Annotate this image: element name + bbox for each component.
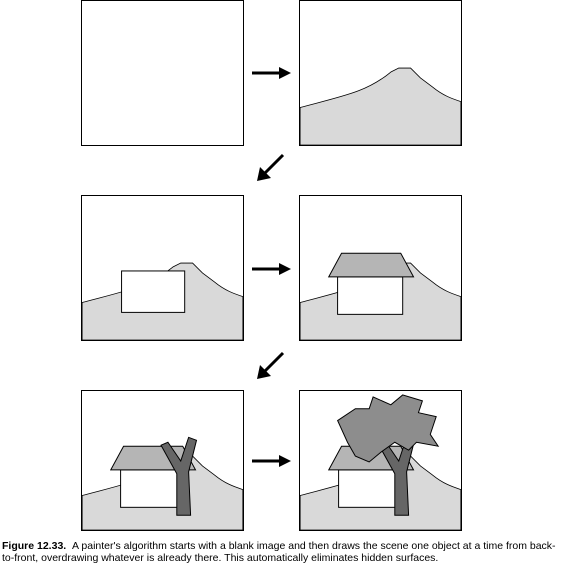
house-roof <box>327 252 415 278</box>
house-wall <box>338 469 405 508</box>
arrow-right-icon <box>252 455 291 467</box>
panel-step-3-wall <box>81 195 244 341</box>
tree-canopy <box>336 394 440 463</box>
panel-step-2-hill <box>299 0 462 146</box>
house-wall <box>337 276 404 315</box>
arrow-right-icon <box>252 67 291 79</box>
tree-trunk <box>160 436 198 516</box>
step-3-canvas <box>82 262 243 340</box>
arrow-down-left-icon <box>257 351 285 379</box>
step-4-canvas <box>300 252 461 340</box>
arrow-right-icon <box>252 263 291 275</box>
step-5-canvas <box>82 436 243 530</box>
house-wall <box>121 270 186 313</box>
panel-step-6-canopy <box>299 390 462 531</box>
panel-step-4-roof <box>299 195 462 341</box>
step-1-canvas <box>82 1 243 145</box>
figure-caption-text: A painter's algorithm starts with a blan… <box>2 540 556 564</box>
house-wall <box>120 469 187 508</box>
panel-step-5-tree-trunk <box>81 390 244 531</box>
tree-trunk <box>378 436 416 516</box>
figure-label: Figure 12.33. <box>2 540 67 552</box>
figure-caption: Figure 12.33. A painter's algorithm star… <box>2 540 557 564</box>
hill-shape <box>300 67 461 145</box>
arrow-down-left-icon <box>257 153 285 181</box>
painters-algorithm-diagram <box>81 0 462 531</box>
step-6-canvas <box>300 394 461 530</box>
step-2-canvas <box>300 67 461 145</box>
panel-step-1-blank <box>81 0 244 146</box>
